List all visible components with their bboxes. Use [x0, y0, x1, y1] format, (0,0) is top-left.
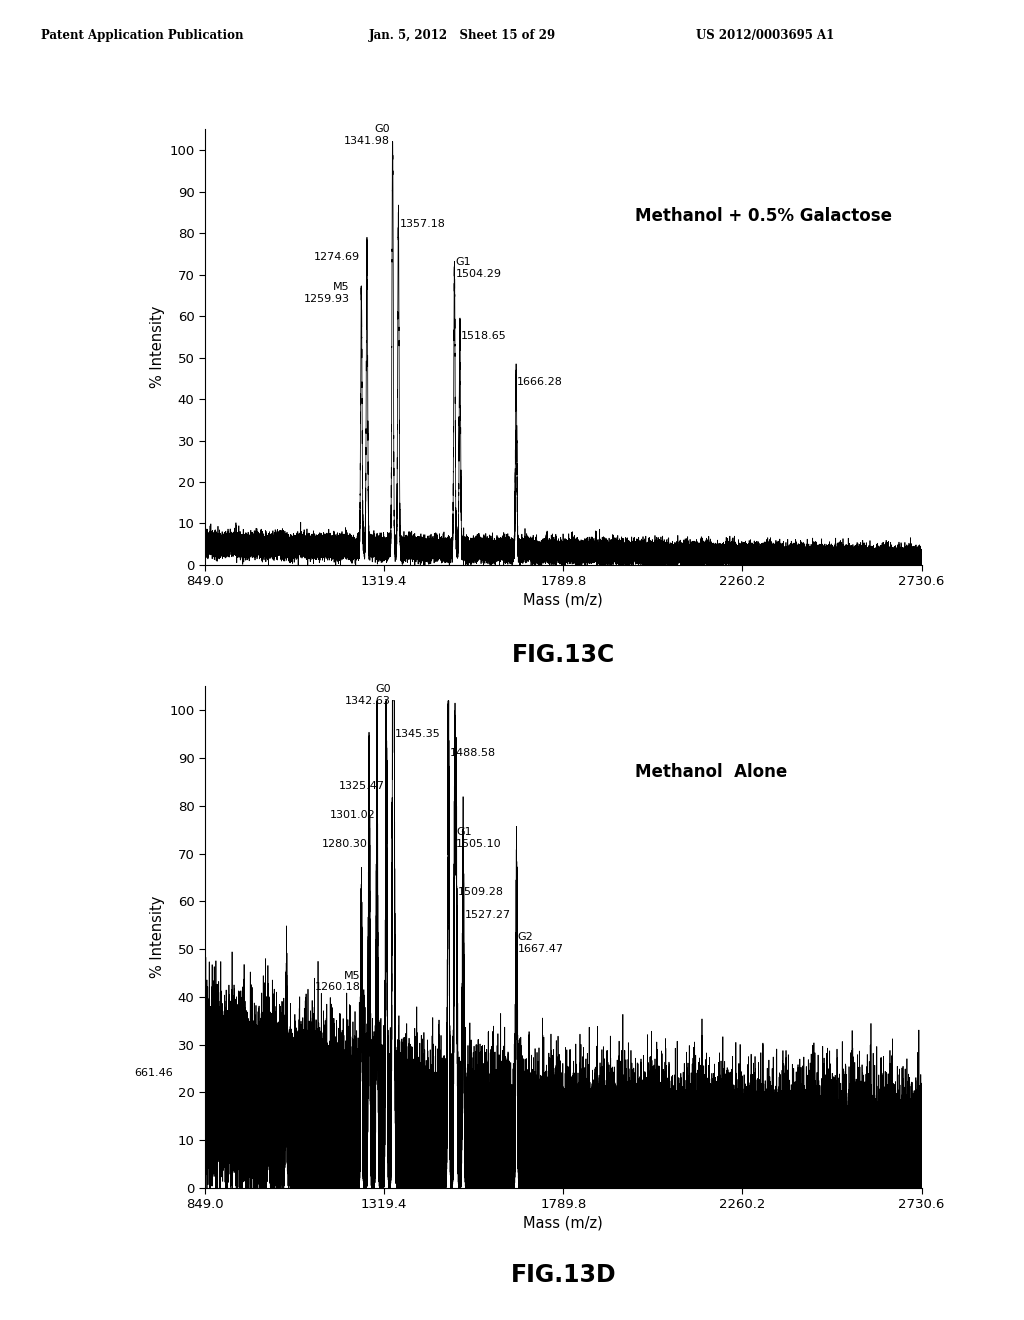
Text: G0
1342.63: G0 1342.63: [345, 684, 391, 705]
Text: 1345.35: 1345.35: [395, 729, 440, 739]
Text: 1666.28: 1666.28: [517, 376, 563, 387]
Text: 1488.58: 1488.58: [450, 748, 496, 758]
Text: FIG.13C: FIG.13C: [512, 643, 614, 668]
Y-axis label: % Intensity: % Intensity: [150, 896, 165, 978]
X-axis label: Mass (m/z): Mass (m/z): [523, 593, 603, 607]
Text: Patent Application Publication: Patent Application Publication: [41, 29, 244, 42]
Text: 1280.30: 1280.30: [323, 838, 368, 849]
Text: 1016.38: 1016.38: [269, 1068, 315, 1078]
Text: G2
1667.47: G2 1667.47: [518, 932, 564, 954]
Text: 1509.28: 1509.28: [458, 887, 504, 896]
Text: 1061.88: 1061.88: [239, 1068, 285, 1078]
Text: 1357.18: 1357.18: [399, 219, 445, 228]
Text: FIG.13D: FIG.13D: [510, 1263, 616, 1287]
Text: US 2012/0003695 A1: US 2012/0003695 A1: [696, 29, 835, 42]
Text: G1
1504.29: G1 1504.29: [456, 257, 502, 279]
Text: 1274.69: 1274.69: [314, 252, 360, 263]
Text: 1301.02: 1301.02: [330, 810, 376, 820]
Text: 1518.65: 1518.65: [461, 331, 507, 341]
Text: 1527.27: 1527.27: [464, 911, 510, 920]
Text: 1325.47: 1325.47: [339, 781, 385, 792]
Y-axis label: % Intensity: % Intensity: [150, 306, 165, 388]
Text: M5
1260.18: M5 1260.18: [314, 970, 360, 993]
Text: Methanol  Alone: Methanol Alone: [635, 763, 787, 780]
Text: Methanol + 0.5% Galactose: Methanol + 0.5% Galactose: [635, 207, 892, 226]
Text: G0
1341.98: G0 1341.98: [344, 124, 389, 147]
Text: M5
1259.93: M5 1259.93: [304, 282, 350, 304]
X-axis label: Mass (m/z): Mass (m/z): [523, 1216, 603, 1230]
Text: 661.46: 661.46: [134, 1068, 173, 1078]
Text: 1062.95: 1062.95: [240, 1059, 285, 1069]
Text: Jan. 5, 2012   Sheet 15 of 29: Jan. 5, 2012 Sheet 15 of 29: [369, 29, 556, 42]
Text: G1
1505.10: G1 1505.10: [456, 828, 502, 849]
